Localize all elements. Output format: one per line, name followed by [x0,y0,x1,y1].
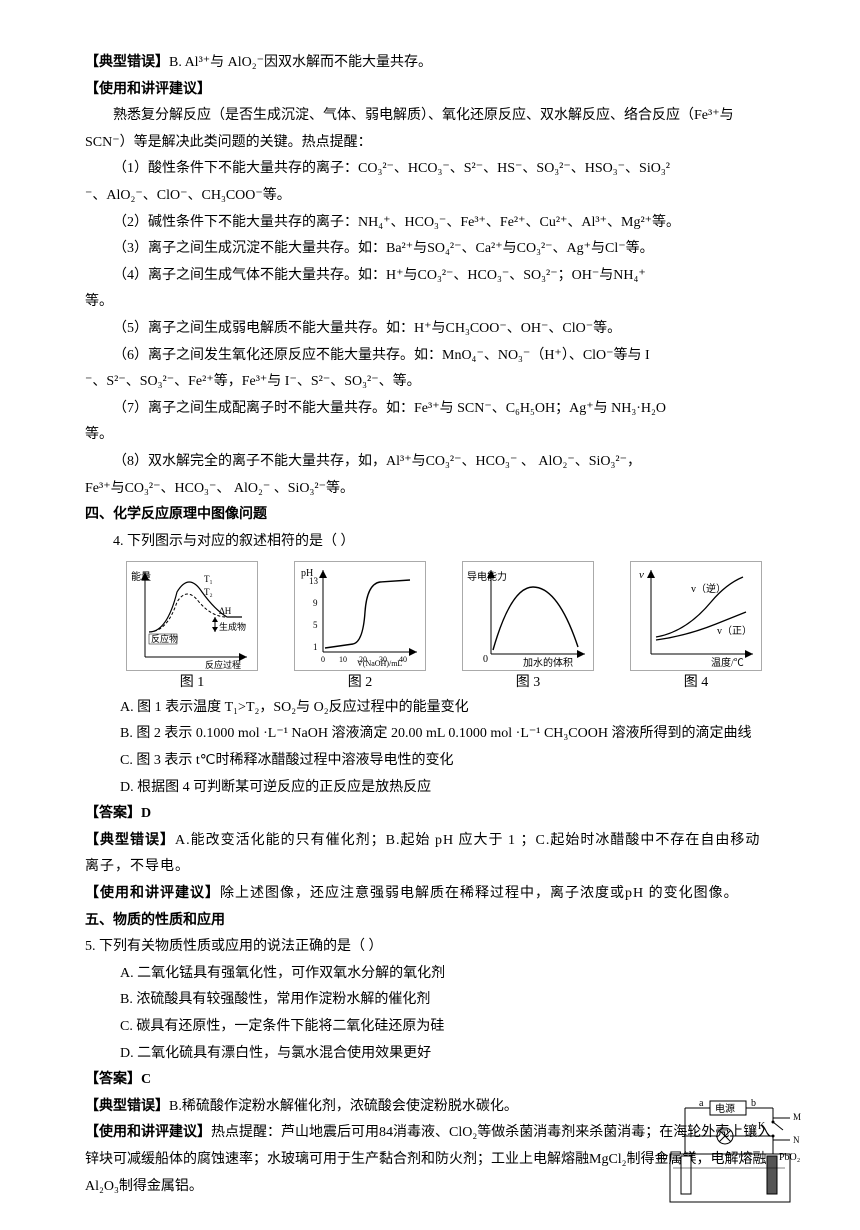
figure-1-label: 图 1 [180,673,205,693]
svg-text:生成物: 生成物 [219,621,246,632]
point-8b: Fe³⁺与CO₃²⁻、HCO₃⁻、 AlO₂⁻ 、SiO₃²⁻等。 [85,476,775,503]
figure-3-chart: 导电能力 加水的体积 0 [462,561,594,671]
point-1a: （1）酸性条件下不能大量共存的离子：CO₃²⁻、HCO₃⁻、S²⁻、HS⁻、SO… [85,156,775,183]
point-6b: ⁻、S²⁻、SO₃²⁻、Fe²⁺等，Fe³⁺与 I⁻、S²⁻、SO₃²⁻、等。 [85,369,775,396]
svg-text:T₂: T₂ [204,587,213,597]
answer-5: 【答案】C [85,1067,775,1094]
svg-text:b: b [751,1098,756,1109]
intro-text: 熟悉复分解反应（是否生成沉淀、气体、弱电解质）、氧化还原反应、双水解反应、络合反… [85,103,775,156]
figure-4-chart: v 温度/℃ v（逆） v（正） [630,561,762,671]
figure-3-label: 图 3 [516,673,541,693]
option-d: D. 根据图 4 可判断某可逆反应的正反应是放热反应 [120,775,775,802]
point-6a: （6）离子之间发生氧化还原反应不能大量共存。如：MnO₄⁻、NO₃⁻（H⁺）、C… [85,343,775,370]
option-5a: A. 二氧化锰具有强氧化性，可作双氧水分解的氧化剂 [120,961,775,988]
svg-text:1: 1 [313,642,318,652]
svg-text:v: v [639,569,644,581]
figure-3: 导电能力 加水的体积 0 图 3 [449,561,607,693]
circuit-diagram: 电源 a b K M N Pb PbO₂ [655,1096,805,1206]
point-7a: （7）离子之间生成配离子时不能大量共存。如：Fe³⁺与 SCN⁻、C₆H₅OH；… [85,396,775,423]
svg-text:5: 5 [313,620,318,630]
option-b: B. 图 2 表示 0.1000 mol ·L⁻¹ NaOH 溶液滴定 20.0… [113,721,775,748]
figure-1: 能量 反应过程 反应物 生成物 T₁ T₂ ΔH 图 1 [113,561,271,693]
error-5-text: B.稀硫酸作淀粉水解催化剂，浓硫酸会使淀粉脱水碳化。 [169,1099,518,1114]
svg-text:反应过程: 反应过程 [205,659,241,670]
bracket-label: 【使用和讲评建议】 [85,1125,211,1140]
point-3: （3）离子之间生成沉淀不能大量共存。如：Ba²⁺与SO₄²⁻、Ca²⁺与CO₃²… [85,236,775,263]
point-2: （2）碱性条件下不能大量共存的离子：NH₄⁺、HCO₃⁻、Fe³⁺、Fe²⁺、C… [85,210,775,237]
option-5d: D. 二氧化硫具有漂白性，与氯水混合使用效果更好 [120,1041,775,1068]
svg-text:反应物: 反应物 [151,633,178,644]
svg-text:9: 9 [313,598,318,608]
svg-text:v（逆）: v（逆） [691,582,726,595]
figure-row: 能量 反应过程 反应物 生成物 T₁ T₂ ΔH 图 1 pH [113,561,775,693]
svg-text:加水的体积: 加水的体积 [523,656,573,669]
point-4b: 等。 [85,289,775,316]
section-4-title: 四、化学反应原理中图像问题 [85,502,775,529]
figure-2-label: 图 2 [348,673,373,693]
svg-text:v（正）: v（正） [717,625,752,637]
svg-text:电源: 电源 [715,1102,735,1115]
bracket-label: 【使用和讲评建议】 [85,886,220,901]
bracket-label: 【典型错误】 [85,55,169,70]
error-4: 【典型错误】A.能改变活化能的只有催化剂；B.起始 pH 应大于 1 ；C.起始… [85,828,775,881]
figure-4-label: 图 4 [684,673,709,693]
option-5b: B. 浓硫酸具有较强酸性，常用作淀粉水解的催化剂 [120,987,775,1014]
svg-text:20: 20 [359,655,367,664]
figure-4: v 温度/℃ v（逆） v（正） 图 4 [617,561,775,693]
point-7b: 等。 [85,422,775,449]
error-4-text: A.能改变活化能的只有催化剂；B.起始 pH 应大于 1 ；C.起始时冰醋酸中不… [85,833,760,875]
point-5: （5）离子之间生成弱电解质不能大量共存。如：H⁺与CH₃COO⁻、OH⁻、ClO… [85,316,775,343]
point-4a: （4）离子之间生成气体不能大量共存。如：H⁺与CO₃²⁻、HCO₃⁻、SO₃²⁻… [85,263,775,290]
bracket-label: 【典型错误】 [85,833,175,848]
svg-text:Pb: Pb [657,1152,668,1163]
svg-text:0: 0 [321,655,325,664]
svg-text:30: 30 [379,655,387,664]
answer-4: 【答案】D [85,801,775,828]
suggestion-4-text: 除上述图像，还应注意强弱电解质在稀释过程中，离子浓度或pH 的变化图像。 [220,886,739,901]
svg-text:能量: 能量 [131,570,151,583]
svg-text:导电能力: 导电能力 [467,570,507,583]
suggestion-label: 【使用和讲评建议】 [85,77,775,104]
svg-text:T₁: T₁ [204,574,213,584]
svg-text:0: 0 [483,654,488,665]
bracket-label: 【典型错误】 [85,1099,169,1114]
svg-text:PbO₂: PbO₂ [779,1152,800,1163]
svg-text:K: K [758,1121,766,1132]
svg-text:40: 40 [399,655,407,664]
svg-text:温度/℃: 温度/℃ [711,656,744,669]
svg-text:ΔH: ΔH [219,606,232,616]
option-c: C. 图 3 表示 t℃时稀释冰醋酸过程中溶液导电性的变化 [120,748,775,775]
option-a: A. 图 1 表示温度 T₁>T₂，SO₂与 O₂反应过程中的能量变化 [120,695,775,722]
figure-2: pH V(NaOH)/mL 13 9 5 1 0 10 20 30 40 图 2 [281,561,439,693]
suggestion-4: 【使用和讲评建议】除上述图像，还应注意强弱电解质在稀释过程中，离子浓度或pH 的… [85,881,775,908]
question-4: 4. 下列图示与对应的叙述相符的是（ ） [85,529,775,556]
typical-error-line: 【典型错误】B. Al³⁺与 AlO₂⁻因双水解而不能大量共存。 [85,50,775,77]
option-5c: C. 碳具有还原性，一定条件下能将二氧化硅还原为硅 [120,1014,775,1041]
svg-text:N: N [793,1135,800,1145]
section-5-title: 五、物质的性质和应用 [85,908,775,935]
point-1b: ⁻、AlO₂⁻、ClO⁻、CH₃COO⁻等。 [85,183,775,210]
point-8a: （8）双水解完全的离子不能大量共存，如，Al³⁺与CO₃²⁻、HCO₃⁻ 、 A… [85,449,775,476]
svg-text:13: 13 [309,576,319,586]
svg-text:M: M [793,1112,801,1122]
figure-1-chart: 能量 反应过程 反应物 生成物 T₁ T₂ ΔH [126,561,258,671]
error-text: B. Al³⁺与 AlO₂⁻因双水解而不能大量共存。 [169,55,432,70]
svg-text:10: 10 [339,655,347,664]
question-5: 5. 下列有关物质性质或应用的说法正确的是（ ） [85,934,775,961]
figure-2-chart: pH V(NaOH)/mL 13 9 5 1 0 10 20 30 40 [294,561,426,671]
svg-text:a: a [699,1098,704,1109]
